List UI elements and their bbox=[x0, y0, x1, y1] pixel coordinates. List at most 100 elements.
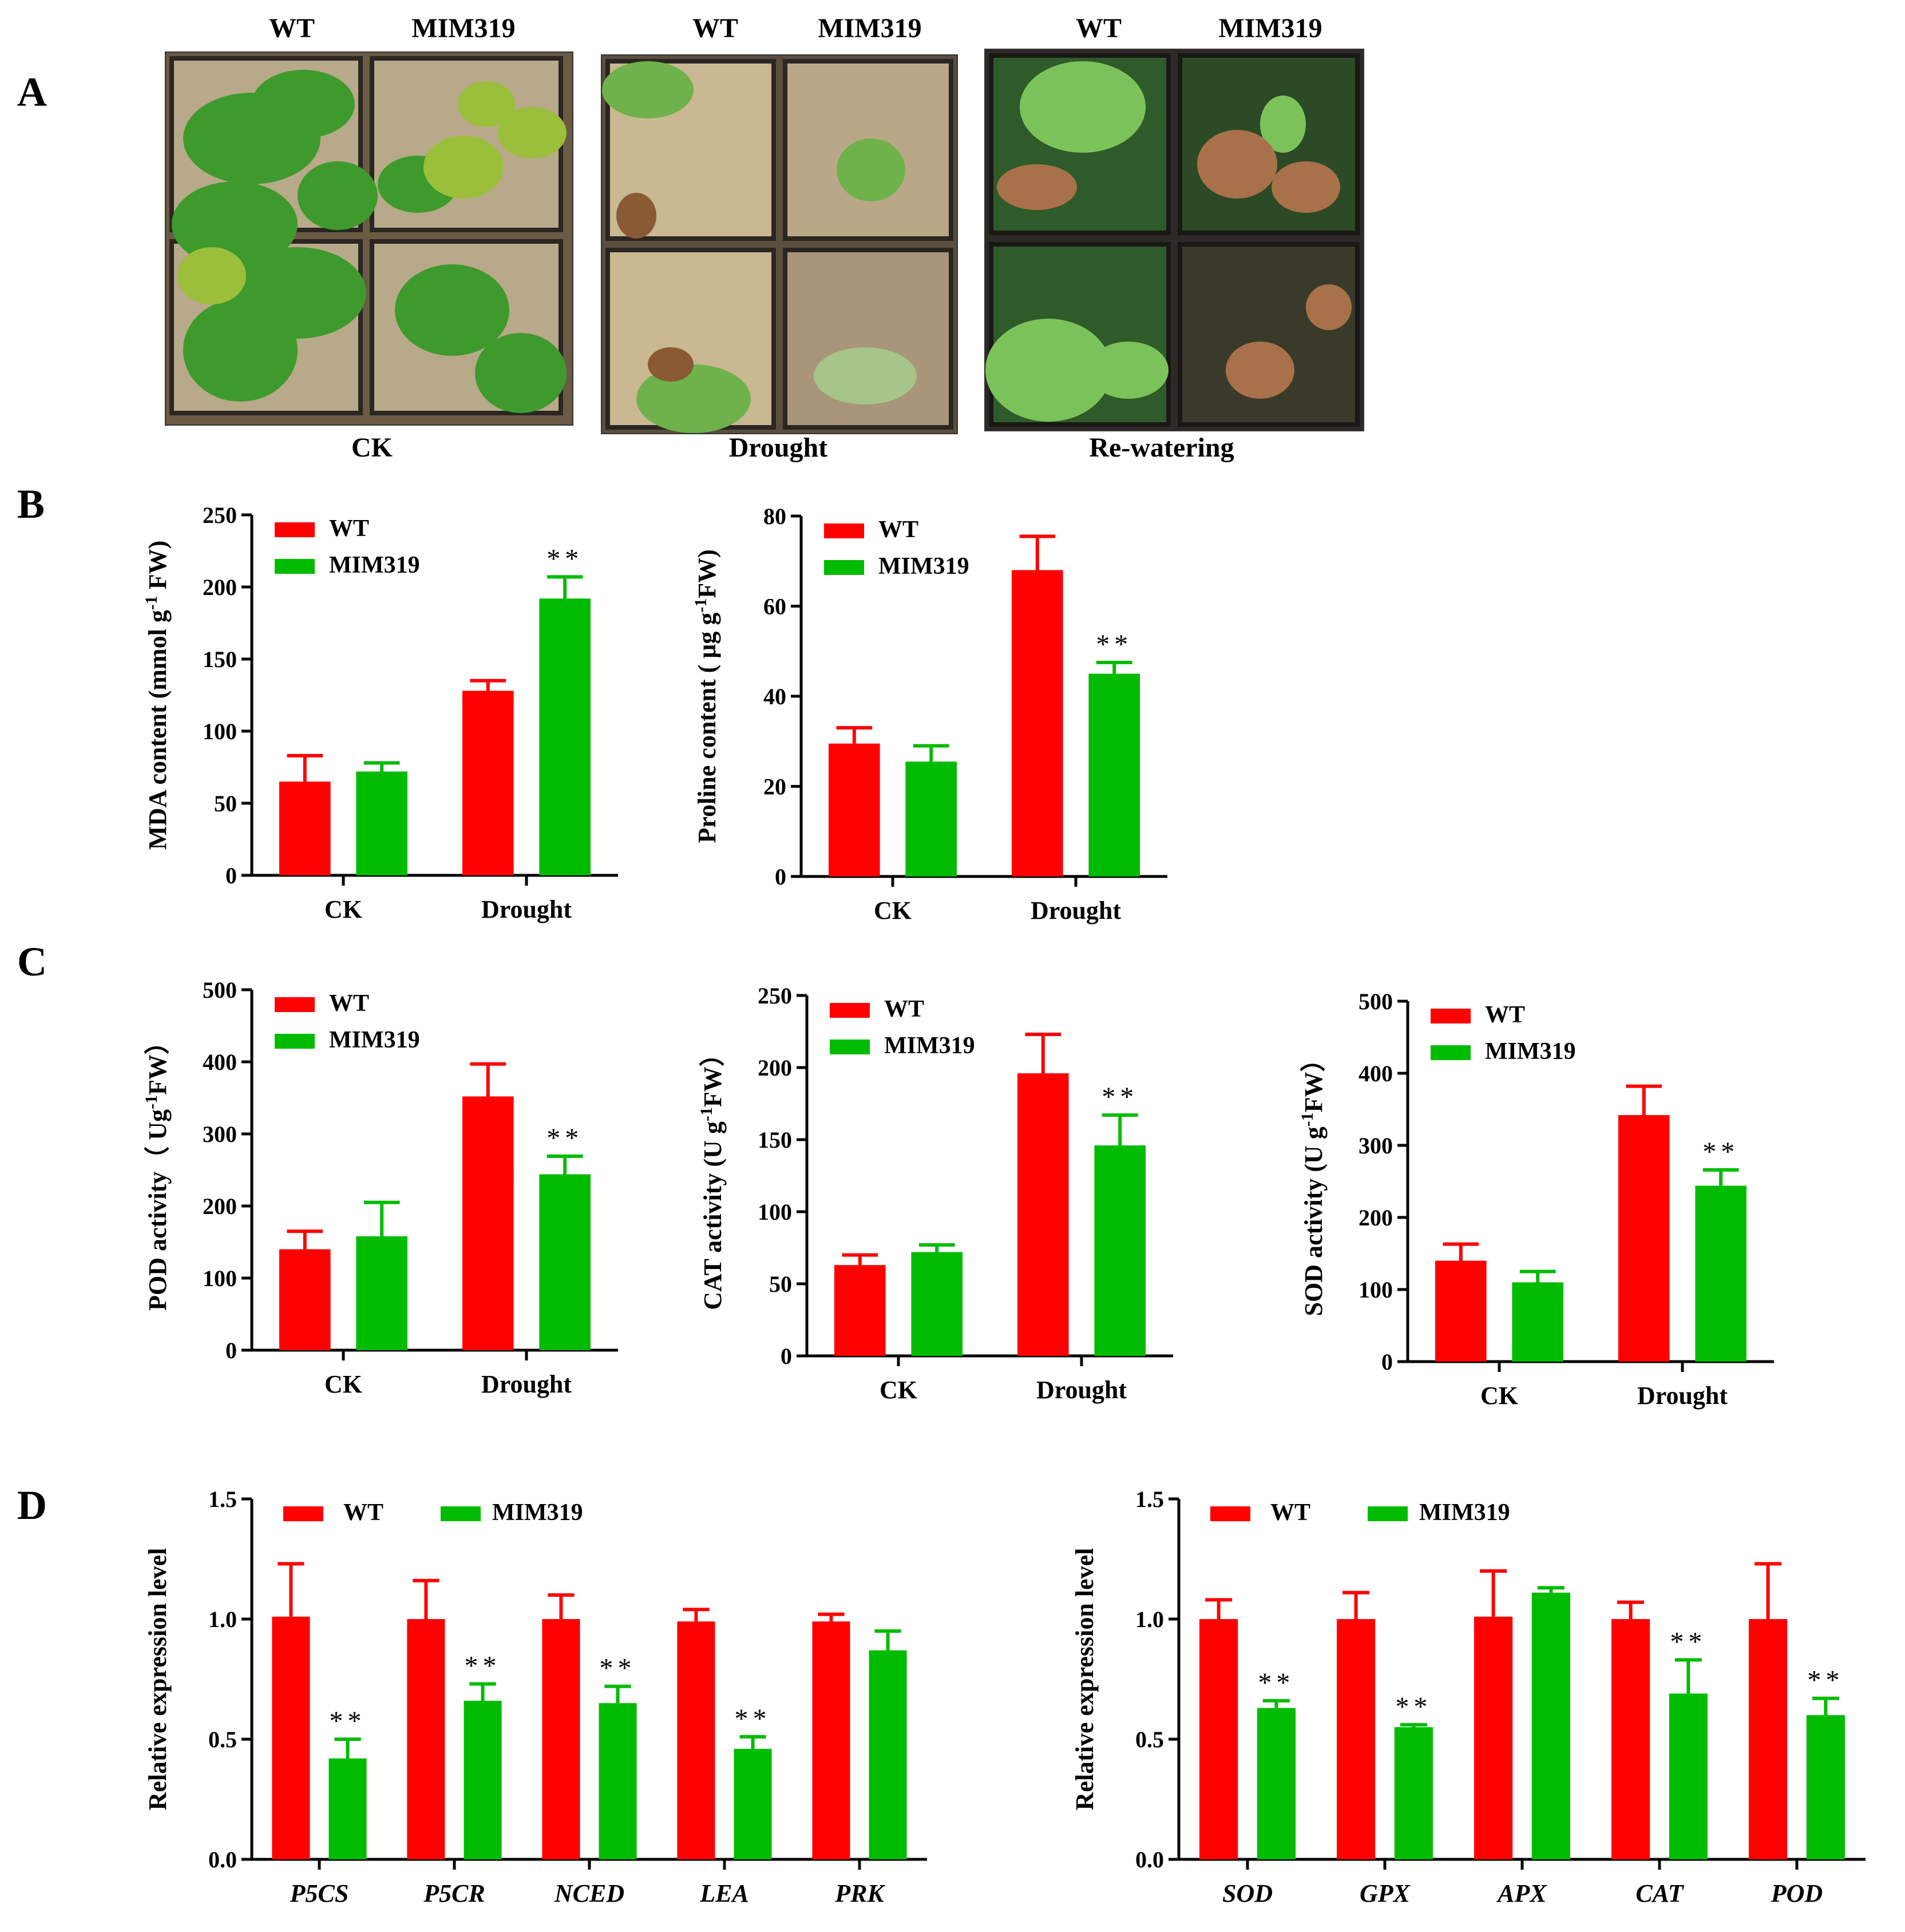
chart-proline-legend-swatch-mim bbox=[824, 560, 864, 575]
chart-expr2-significance: ** bbox=[1395, 1692, 1432, 1722]
chart-pod-legend-label-wt: WT bbox=[329, 990, 369, 1017]
chart-proline-ylabel: Proline content ( μg g-1FW) bbox=[691, 549, 721, 843]
chart-proline-bar-wt bbox=[1012, 570, 1063, 876]
photo-1-caption: CK bbox=[351, 433, 393, 463]
chart-expr2-bar-mim319 bbox=[1531, 1592, 1570, 1859]
chart-pod-ytick-label: 200 bbox=[203, 1193, 237, 1219]
chart-pod-ytick-label: 400 bbox=[203, 1049, 237, 1075]
chart-expr1-bar-mim319 bbox=[599, 1703, 637, 1859]
chart-mda-xtick-label: CK bbox=[324, 895, 362, 923]
chart-cat-xtick-label: Drought bbox=[1036, 1376, 1127, 1404]
photo-1-right-label: MIM319 bbox=[411, 13, 516, 43]
chart-expr2-legend-label-wt: WT bbox=[1270, 1499, 1310, 1526]
chart-pod-significance: ** bbox=[546, 1123, 583, 1153]
chart-proline-ytick-label: 0 bbox=[775, 864, 786, 890]
chart-mda-legend-label-mim: MIM319 bbox=[329, 552, 420, 578]
chart-cat-ytick-label: 50 bbox=[769, 1271, 792, 1297]
chart-pod-activity: 0 100 200 300 400 500 POD activity（ Ug-1FW） CK D… bbox=[142, 977, 618, 1398]
chart-pod-bar-mim319 bbox=[356, 1236, 407, 1350]
panel-label-c: C bbox=[17, 939, 47, 985]
chart-expr2-ytick-label: 0.5 bbox=[1135, 1727, 1164, 1752]
chart-sod-bar-mim319 bbox=[1695, 1185, 1746, 1362]
chart-expr1-xtick-label: LEA bbox=[699, 1879, 749, 1907]
chart-cat-bar-mim319 bbox=[911, 1252, 963, 1356]
chart-pod-xtick-label: CK bbox=[324, 1370, 362, 1398]
chart-expr1-xtick-label: P5CS bbox=[290, 1879, 349, 1907]
chart-sod-ytick-label: 100 bbox=[1359, 1277, 1393, 1303]
chart-pod-legend-label-mim: MIM319 bbox=[329, 1027, 420, 1053]
photo-ck-image bbox=[166, 53, 572, 425]
chart-cat-ytick-label: 150 bbox=[758, 1127, 792, 1153]
chart-mda-ytick-label: 250 bbox=[203, 502, 237, 528]
chart-cat-legend-swatch-mim bbox=[830, 1040, 870, 1054]
chart-sod-legend-swatch-mim bbox=[1431, 1045, 1471, 1060]
chart-pod-ytick-label: 500 bbox=[203, 977, 237, 1003]
chart-cat-xtick-label: CK bbox=[880, 1376, 917, 1404]
chart-sod-ytick-label: 500 bbox=[1359, 989, 1393, 1014]
chart-expr2-bar-wt bbox=[1611, 1619, 1650, 1859]
chart-mda-legend-label-wt: WT bbox=[329, 515, 369, 542]
chart-mda-bar-wt bbox=[279, 781, 331, 875]
chart-mda-content: 0 50 100 150 200 250 MDA content (mmol g-1 FW)… bbox=[142, 502, 618, 923]
chart-pod-ytick-label: 300 bbox=[203, 1121, 237, 1147]
chart-mda-bar-wt bbox=[462, 691, 514, 875]
chart-expr1-bar-wt bbox=[542, 1619, 580, 1859]
chart-mda-ytick-label: 50 bbox=[214, 791, 237, 816]
chart-expr2-significance: ** bbox=[1807, 1665, 1844, 1696]
chart-expr1-significance: ** bbox=[735, 1704, 771, 1734]
chart-cat-activity: 0 50 100 150 200 250 CAT activity (U g-1FW） CK D… bbox=[697, 983, 1173, 1404]
chart-expr1-xtick-label: NCED bbox=[554, 1879, 624, 1907]
chart-sod-bar-wt bbox=[1618, 1115, 1670, 1362]
panel-label-b: B bbox=[17, 481, 45, 527]
chart-expr1-ylabel: Relative expression level bbox=[144, 1548, 172, 1811]
photo-2-caption: Drought bbox=[728, 433, 828, 463]
chart-expr1-bar-mim319 bbox=[464, 1700, 502, 1859]
chart-cat-bar-mim319 bbox=[1094, 1145, 1146, 1356]
chart-sod-bar-wt bbox=[1435, 1260, 1487, 1362]
chart-cat-bar-wt bbox=[834, 1265, 886, 1356]
chart-expr1-xtick-label: P5CR bbox=[423, 1879, 485, 1907]
chart-mda-xtick-label: Drought bbox=[481, 895, 572, 923]
chart-proline-content: 0 20 40 60 80 Proline content ( μg g-1FW) CK Dr… bbox=[691, 503, 1167, 925]
panel-label-a: A bbox=[17, 69, 47, 115]
chart-expr2-bar-mim319 bbox=[1806, 1715, 1845, 1859]
chart-mda-ytick-label: 100 bbox=[203, 719, 237, 744]
chart-mda-ytick-label: 0 bbox=[225, 863, 237, 888]
chart-mda-ylabel: MDA content (mmol g-1 FW) bbox=[142, 541, 172, 850]
chart-relative-expression-antioxidant: 0.0 0.5 1.0 1.5 Relative expression level SOD… bbox=[1071, 1486, 1866, 1907]
photo-1-left-label: WT bbox=[268, 13, 315, 43]
chart-expr2-xtick-label: SOD bbox=[1222, 1879, 1273, 1907]
chart-cat-legend-label-wt: WT bbox=[884, 996, 924, 1022]
chart-expr2-significance: ** bbox=[1670, 1626, 1706, 1657]
chart-sod-legend-label-wt: WT bbox=[1485, 1002, 1525, 1028]
chart-expr2-significance: ** bbox=[1258, 1668, 1294, 1698]
chart-proline-legend-swatch-wt bbox=[824, 523, 864, 538]
chart-expr2-ytick-label: 1.0 bbox=[1135, 1606, 1164, 1632]
chart-expr1-bar-wt bbox=[812, 1621, 850, 1859]
chart-expr2-bar-wt bbox=[1474, 1616, 1513, 1859]
chart-sod-activity: 0 100 200 300 400 500 SOD activity (U g-1FW） CK… bbox=[1298, 989, 1774, 1410]
chart-relative-expression-osmotic: 0.0 0.5 1.0 1.5 Relative expression level P5C… bbox=[144, 1486, 927, 1907]
chart-expr1-bar-wt bbox=[677, 1621, 715, 1859]
chart-cat-ytick-label: 0 bbox=[781, 1343, 792, 1369]
photo-3-right-label: MIM319 bbox=[1218, 13, 1322, 43]
chart-proline-ytick-label: 40 bbox=[763, 684, 786, 709]
photo-2-left-label: WT bbox=[692, 13, 738, 43]
chart-mda-ytick-label: 150 bbox=[203, 646, 237, 672]
chart-expr2-xtick-label: CAT bbox=[1635, 1879, 1684, 1907]
chart-expr1-legend-label-wt: WT bbox=[343, 1499, 383, 1526]
chart-expr2-legend-label-mim: MIM319 bbox=[1419, 1499, 1510, 1526]
chart-pod-xtick-label: Drought bbox=[481, 1370, 572, 1398]
chart-pod-ylabel: POD activity（ Ug-1FW） bbox=[142, 1029, 172, 1311]
chart-expr1-legend-swatch-wt bbox=[283, 1506, 323, 1521]
photo-3-caption: Re-watering bbox=[1089, 433, 1234, 463]
chart-expr1-significance: ** bbox=[600, 1653, 636, 1684]
chart-proline-xtick-label: CK bbox=[874, 896, 912, 925]
chart-expr2-ytick-label: 0.0 bbox=[1135, 1847, 1164, 1873]
chart-pod-bar-wt bbox=[279, 1249, 331, 1350]
chart-expr1-legend-swatch-mim bbox=[441, 1506, 481, 1521]
chart-mda-bar-mim319 bbox=[539, 598, 591, 875]
chart-expr1-ytick-label: 0.0 bbox=[208, 1847, 237, 1873]
chart-expr2-legend-swatch-wt bbox=[1210, 1506, 1250, 1521]
chart-mda-ytick-label: 200 bbox=[203, 574, 237, 600]
